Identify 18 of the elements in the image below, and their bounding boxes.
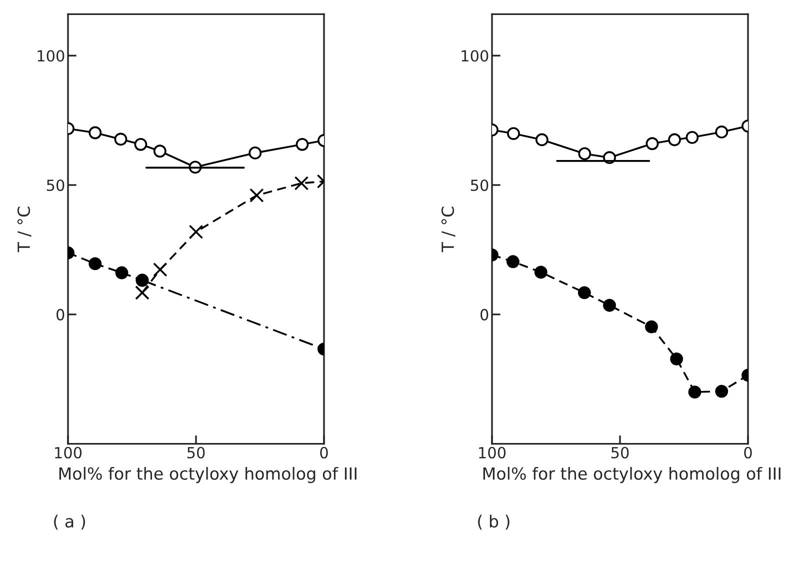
y-tick-label: 0 — [56, 308, 64, 320]
x-tick-label: 50 — [611, 446, 629, 458]
x-tick-label: 0 — [320, 446, 328, 458]
y-tick-label: 50 — [470, 179, 488, 192]
x-tick-label: 0 — [744, 446, 752, 458]
y-tick-label: 100 — [38, 50, 64, 62]
x-axis-title: Mol% for the octyloxy homolog of III — [483, 466, 780, 484]
x-tick-label: 100 — [479, 446, 506, 458]
y-tick-label: 50 — [46, 179, 64, 192]
y-axis-title: T / °C — [17, 206, 32, 252]
y-tick-label: 100 — [462, 50, 488, 62]
text: ( b ) — [478, 514, 510, 530]
x-axis-title: Mol% for the octyloxy homolog of III — [59, 466, 356, 484]
text: ( a ) — [54, 514, 86, 530]
y-axis-title: T / °C — [441, 206, 456, 252]
x-tick-label: 50 — [187, 446, 205, 458]
x-tick-label: 100 — [55, 446, 82, 458]
y-tick-label: 0 — [480, 308, 488, 320]
